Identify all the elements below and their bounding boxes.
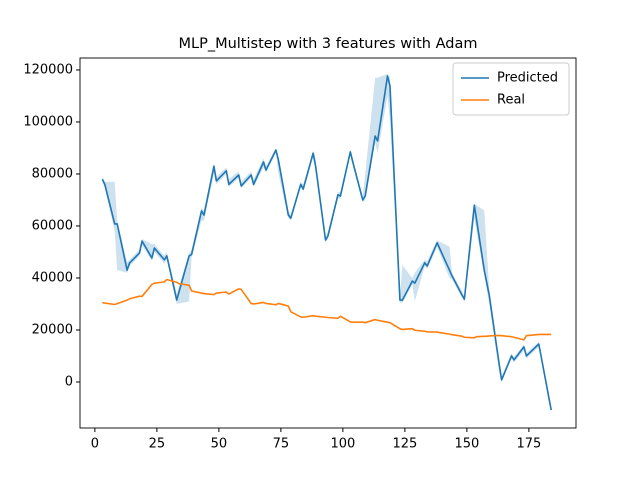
x-tick-label: 125 [392,437,417,452]
y-tick-label: 120000 [23,62,73,77]
x-tick-label: 75 [273,437,290,452]
legend-label: Real [497,93,525,108]
legend-label: Predicted [497,71,558,86]
y-tick-label: 100000 [23,114,73,129]
series-line [101,75,552,411]
y-tick-label: 60000 [32,218,73,233]
y-tick-label: 20000 [32,322,73,337]
x-tick-label: 100 [330,437,355,452]
x-tick-label: 0 [91,437,99,452]
chart-title: MLP_Multistep with 3 features with Adam [179,36,478,52]
y-tick-label: 0 [65,374,73,389]
x-tick-label: 50 [211,437,228,452]
x-tick-label: 25 [149,437,166,452]
plot-frame [79,57,577,429]
x-tick-label: 175 [516,437,541,452]
series-line [102,278,552,341]
y-tick-label: 40000 [32,270,73,285]
y-tick-label: 80000 [32,166,73,181]
x-tick-label: 150 [454,437,479,452]
legend-box [452,62,570,116]
